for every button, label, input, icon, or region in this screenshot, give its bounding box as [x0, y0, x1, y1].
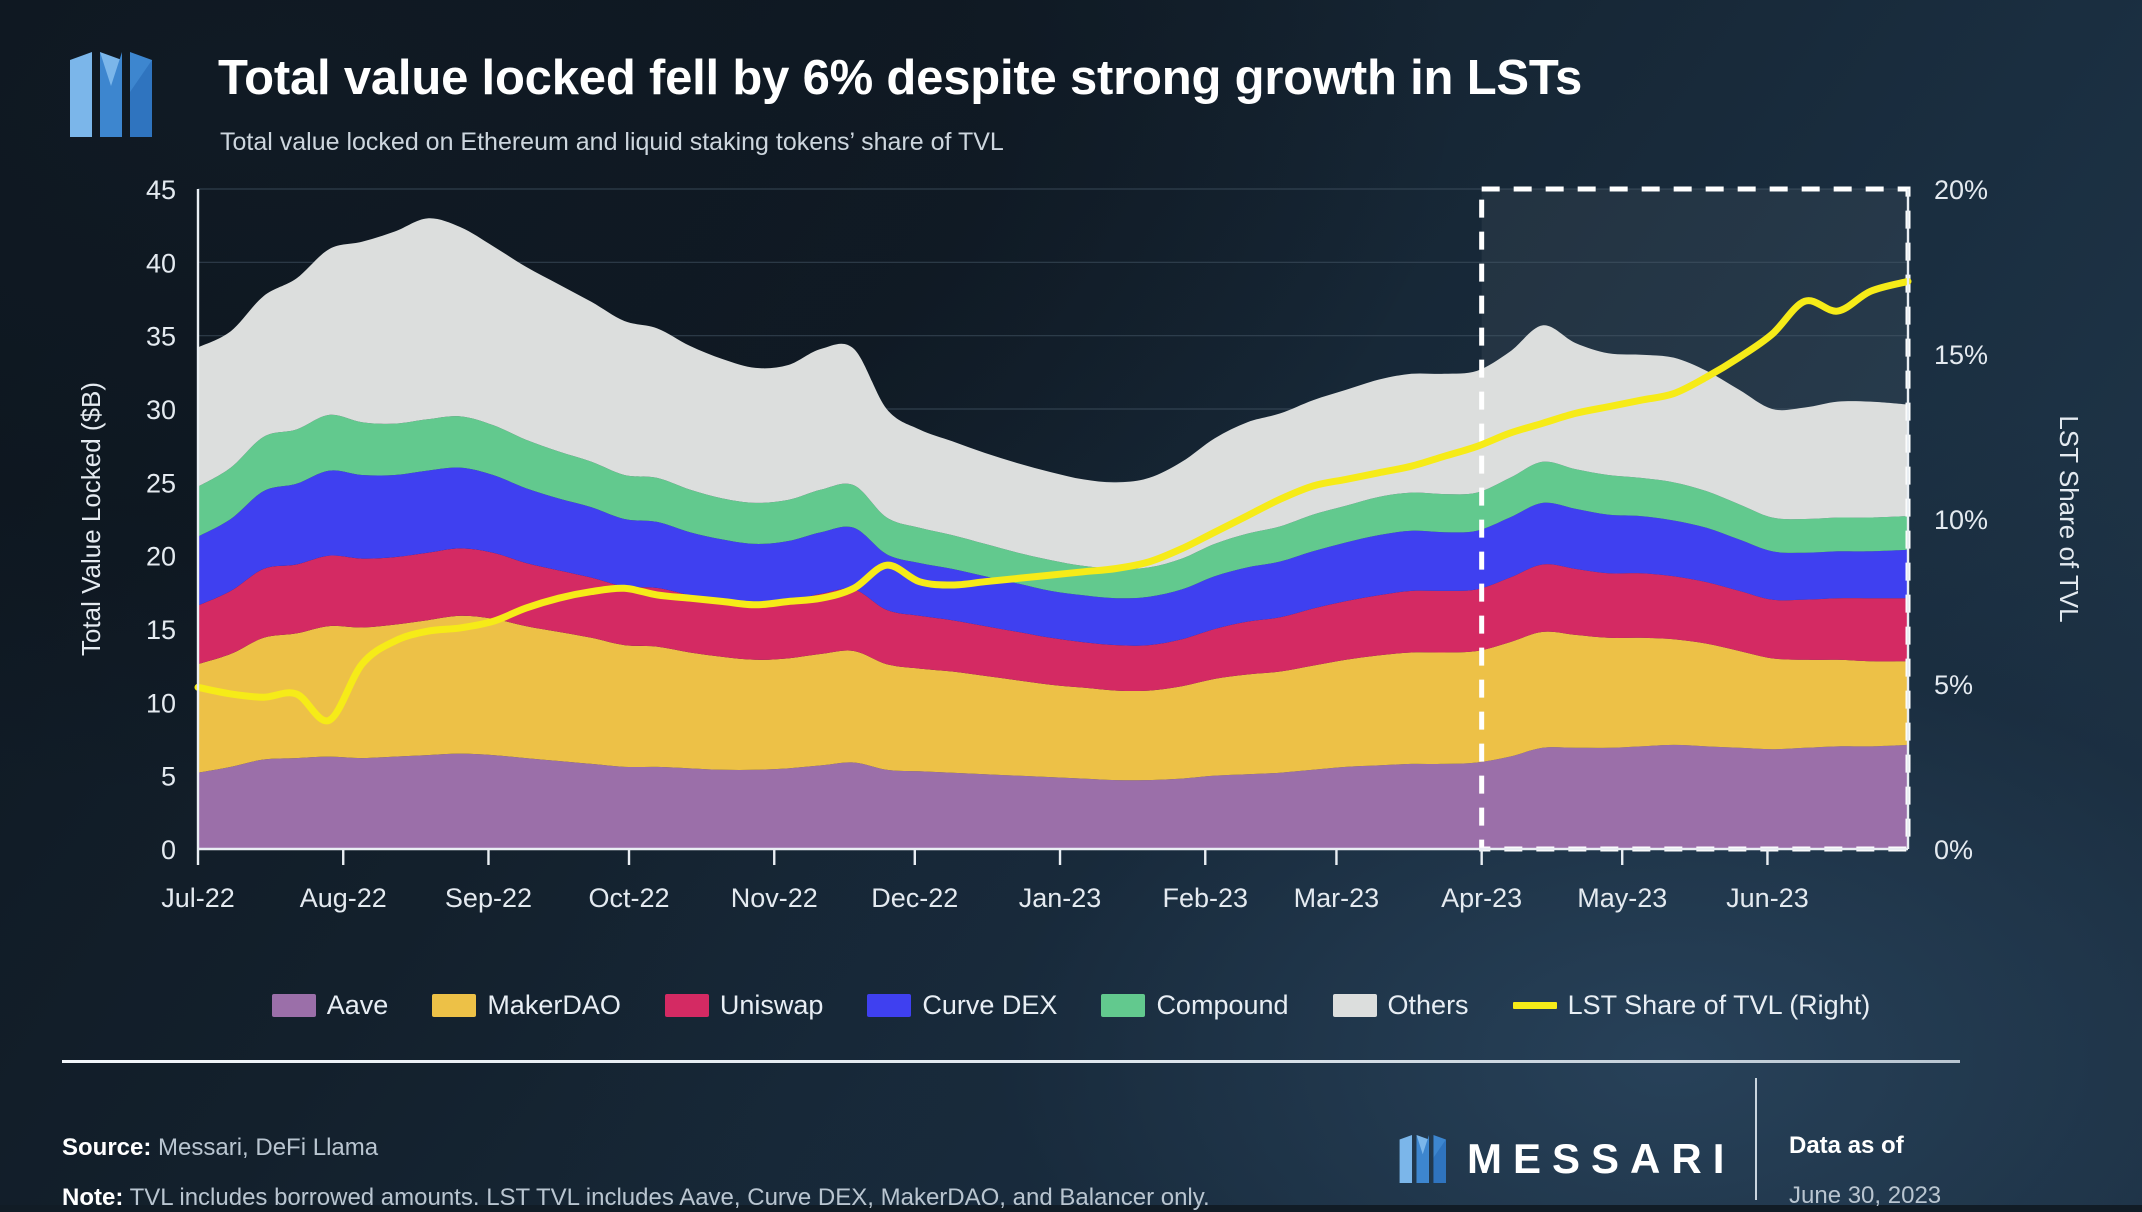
y2-axis-tick-label: 10%	[1934, 505, 1988, 535]
legend-line-lst-share	[1512, 1001, 1557, 1009]
legend-item[interactable]: Compound	[1101, 989, 1289, 1021]
area-series-uniswap	[198, 548, 1908, 692]
line-series-lst-share	[194, 277, 1912, 725]
page-subtitle: Total value locked on Ethereum and liqui…	[220, 128, 1004, 156]
y-axis-tick-label: 5	[161, 762, 176, 792]
legend-swatch-makerdao	[432, 993, 477, 1017]
area-series-compound	[198, 414, 1908, 599]
x-axis-tick-label: Aug-22	[300, 883, 387, 913]
x-axis-tick-label: Apr-23	[1441, 883, 1522, 913]
legend-item[interactable]: LST Share of TVL (Right)	[1512, 989, 1871, 1021]
y2-axis-title: LST Share of TVL	[2054, 415, 2084, 622]
y2-axis-tick-label: 15%	[1934, 340, 1988, 370]
y-axis-tick-label: 15	[146, 615, 176, 645]
x-axis-tick-label: Jun-23	[1726, 883, 1809, 913]
y-axis-title: Total Value Locked ($B)	[76, 382, 106, 656]
note-line: Note: TVL includes borrowed amounts. LST…	[62, 1184, 1210, 1212]
source-line: Source: Messari, DeFi Llama	[62, 1134, 378, 1162]
y2-axis-tick-label: 5%	[1934, 670, 1973, 700]
legend-item-label: Others	[1387, 989, 1469, 1020]
page-header: Total value locked fell by 6% despite st…	[0, 0, 2142, 175]
y-axis-tick-label: 40	[146, 248, 176, 278]
source-label: Source:	[62, 1134, 152, 1161]
y-axis-tick-label: 30	[146, 395, 176, 425]
legend-swatch-others	[1332, 993, 1377, 1017]
brand-wordmark: MESSARI	[1467, 1135, 1736, 1182]
y-axis-tick-label: 45	[146, 175, 176, 205]
note-label: Note:	[62, 1184, 124, 1211]
footer-divider	[62, 1060, 1960, 1063]
y-axis-tick-label: 20	[146, 542, 176, 572]
x-axis-tick-label: Dec-22	[871, 883, 958, 913]
source-value: Messari, DeFi Llama	[158, 1134, 379, 1161]
legend-item-label: Uniswap	[719, 989, 824, 1020]
x-axis-tick-label: Jul-22	[161, 883, 235, 913]
legend-swatch-aave	[271, 993, 316, 1017]
note-value: TVL includes borrowed amounts. LST TVL i…	[129, 1184, 1210, 1211]
y2-axis-tick-label: 0%	[1934, 835, 1973, 865]
messari-brand: MESSARI	[1399, 1135, 1735, 1183]
legend-item[interactable]: MakerDAO	[432, 990, 621, 1021]
legend-item-label: Aave	[326, 989, 389, 1020]
y2-axis-tick-label: 20%	[1934, 175, 1988, 205]
legend-item[interactable]: Aave	[271, 989, 389, 1021]
x-axis-tick-label: Jan-23	[1019, 883, 1102, 913]
x-axis-tick-label: Sep-22	[445, 883, 532, 913]
chart-area: 0 5 10 15 20 25 30 35 40 45 0% 5% 10% 15% 20% Jul-22 Aug…	[0, 175, 2142, 1035]
data-as-of-value: June 30, 2023	[1789, 1182, 1942, 1209]
y-axis-tick-label: 0	[161, 835, 176, 865]
legend-swatch-curve-dex	[867, 993, 912, 1017]
x-axis-tick-label: May-23	[1577, 883, 1667, 913]
y-axis-tick-label: 25	[146, 468, 176, 498]
chart-legend: Aave MakerDAO Uniswap Curve DEX Compound Othe…	[0, 975, 2142, 1035]
footer-vertical-divider	[1755, 1078, 1757, 1200]
legend-item[interactable]: Curve DEX	[867, 990, 1057, 1021]
legend-item-label: Compound	[1156, 989, 1289, 1020]
legend-item-label: LST Share of TVL (Right)	[1567, 989, 1871, 1020]
legend-swatch-compound	[1101, 993, 1146, 1017]
y-axis-tick-label: 35	[146, 322, 176, 352]
legend-item[interactable]: Uniswap	[664, 989, 824, 1021]
x-axis-tick-label: Oct-22	[588, 883, 669, 913]
data-as-of-label: Data as of	[1789, 1132, 1904, 1159]
y-axis-tick-label: 10	[146, 688, 176, 718]
stacked-area-chart: 0 5 10 15 20 25 30 35 40 45 0% 5% 10% 15% 20% Jul-22 Aug…	[76, 175, 2084, 913]
legend-item-label: Curve DEX	[922, 989, 1058, 1020]
area-series-others	[198, 218, 1908, 569]
page-title: Total value locked fell by 6% despite st…	[218, 51, 1583, 105]
x-axis-tick-label: Mar-23	[1294, 883, 1380, 913]
area-series-curve-dex	[198, 467, 1908, 646]
page-footer: Source: Messari, DeFi Llama Note: TVL in…	[0, 1040, 2142, 1211]
x-axis-tick-label: Nov-22	[731, 883, 818, 913]
messari-logo-icon	[70, 52, 152, 137]
legend-item-label: MakerDAO	[487, 989, 621, 1020]
x-axis-tick-label: Feb-23	[1162, 883, 1248, 913]
legend-item[interactable]: Others	[1332, 989, 1469, 1021]
messari-logo-icon	[1399, 1135, 1446, 1183]
legend-swatch-uniswap	[664, 993, 709, 1017]
